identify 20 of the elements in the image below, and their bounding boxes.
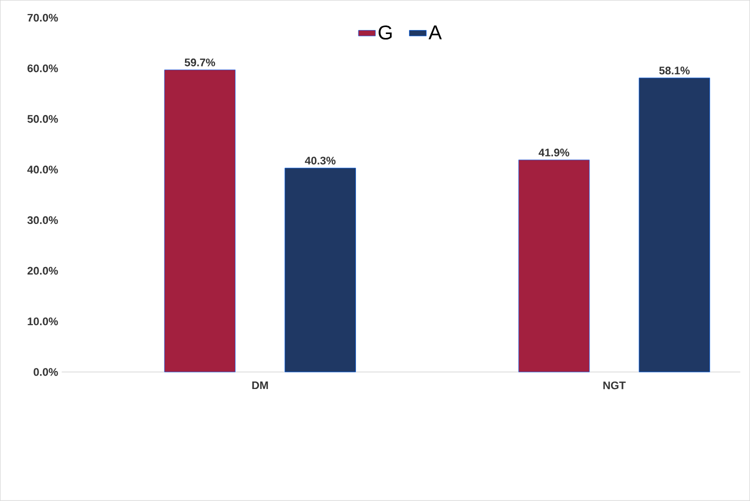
x-tick-label: NGT [603, 382, 626, 390]
bar [164, 70, 236, 372]
y-tick-label: 60.0% [28, 64, 58, 72]
data-label: 41.9% [538, 148, 570, 156]
legend-label: A [428, 26, 442, 40]
data-label: 40.3% [304, 156, 336, 165]
y-tick-label: 30.0% [27, 216, 58, 224]
y-tick-label: 70.0% [28, 14, 58, 22]
bar [638, 78, 710, 372]
y-tick-label: 40.0% [27, 166, 58, 174]
y-tick-label: 10.0% [28, 318, 58, 326]
y-tick-label: 20.0% [28, 266, 58, 275]
data-label: 58.1% [659, 66, 690, 75]
y-tick-label: 50.0% [27, 115, 58, 123]
x-tick-label: DM [252, 382, 268, 390]
bar [284, 168, 356, 372]
legend-label: G [378, 26, 392, 40]
y-tick-label: 0.0% [34, 368, 58, 376]
data-label: 59.7% [184, 58, 216, 66]
bar [518, 160, 590, 372]
